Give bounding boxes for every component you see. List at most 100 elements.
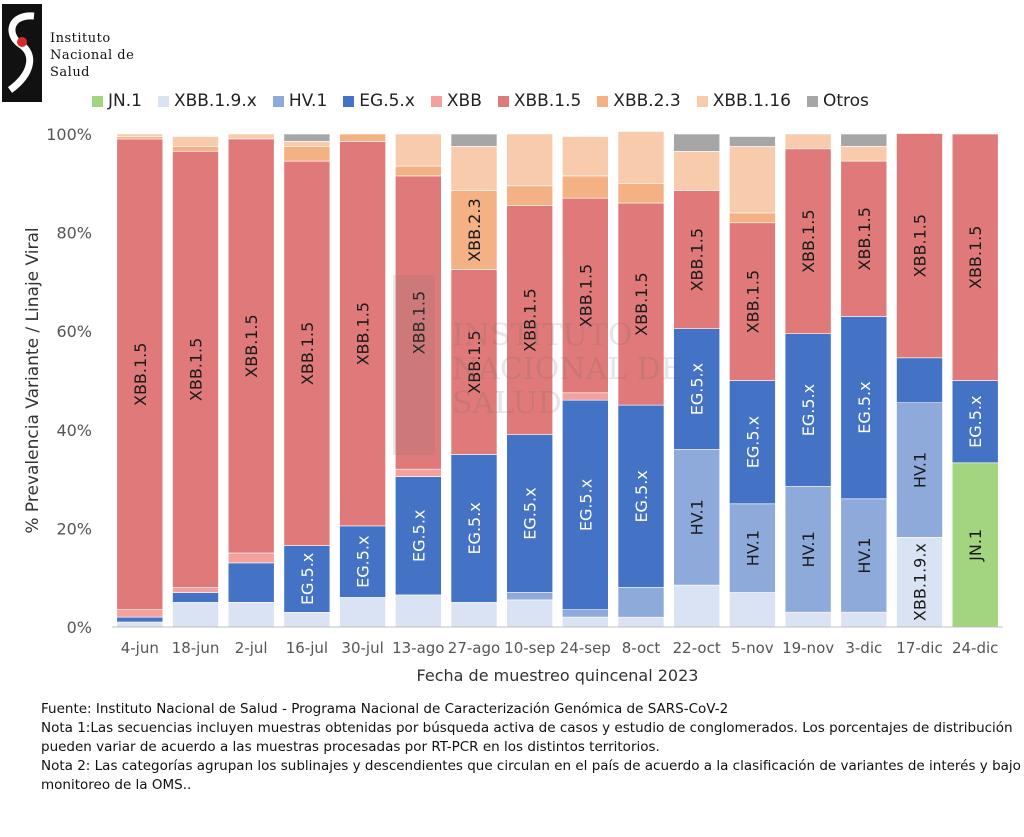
watermark-text: NACIONAL DE — [452, 352, 683, 387]
footnotes: Fuente: Instituto Nacional de Salud - Pr… — [41, 700, 1021, 795]
bar-segment — [840, 146, 888, 162]
x-tick-label: 22-oct — [673, 639, 721, 657]
bar-segment — [394, 133, 442, 167]
bar-segment — [450, 602, 498, 628]
legend-item: XBB.2.3 — [597, 91, 681, 111]
bar-label: XBB.1.5 — [911, 214, 930, 277]
bar-segment — [339, 525, 386, 598]
bar-label: JN.1 — [966, 529, 985, 562]
bar-label: XBB.1.5 — [242, 314, 261, 377]
legend-label: XBB.1.16 — [712, 91, 791, 111]
x-tick-label: 3-dic — [845, 639, 882, 657]
bar-segment — [283, 545, 331, 613]
bar-segment — [506, 205, 554, 435]
bar-segment — [172, 602, 219, 628]
bar-segment — [283, 133, 331, 142]
y-axis-title: % Prevalencia Variante / Linaje Viral — [23, 227, 43, 533]
bar-label: XBB.1.5 — [855, 207, 874, 270]
bar-label: HV.1 — [911, 452, 930, 488]
bar-segment — [227, 552, 275, 564]
x-tick-label: 17-dic — [896, 639, 942, 657]
bar-label: XBB.1.5 — [688, 228, 707, 291]
legend-item: XBB.1.9.x — [157, 91, 257, 111]
x-tick-label: 24-dic — [952, 639, 998, 657]
bar-segment — [561, 197, 609, 394]
bar-segment — [172, 592, 219, 603]
bar-label: XBB.1.5 — [409, 291, 428, 354]
legend-label: JN.1 — [108, 91, 142, 111]
bar-segment — [617, 183, 665, 204]
bar-segment — [896, 402, 943, 538]
bar-segment — [506, 434, 554, 593]
legend-swatch — [430, 95, 442, 107]
legend-label: XBB.1.5 — [513, 91, 582, 111]
bar-segment — [561, 136, 609, 177]
x-tick-label: 18-jun — [172, 639, 220, 657]
x-tick-label: 8-oct — [622, 639, 661, 657]
bar-label: EG.5.x — [465, 502, 484, 554]
bar-segment — [729, 222, 776, 381]
bar-label: XBB.1.5 — [576, 264, 595, 327]
bar-segment — [673, 133, 721, 152]
x-tick-label: 5-nov — [731, 639, 774, 657]
ins-logo — [2, 4, 42, 102]
bar-segment — [394, 165, 442, 177]
legend-item: XBB.1.5 — [497, 91, 582, 111]
legend-label: HV.1 — [288, 91, 328, 111]
bar-label: HV.1 — [743, 530, 762, 566]
bar-segment — [673, 151, 721, 192]
bar-label: EG.5.x — [298, 553, 317, 605]
bar-label: XBB.1.5 — [187, 338, 206, 401]
bar-segment — [283, 611, 331, 628]
legend-swatch — [696, 95, 708, 107]
bar-segment — [784, 148, 832, 334]
bar-segment — [673, 328, 721, 450]
bar-segment — [561, 616, 609, 628]
legend-swatch — [157, 95, 169, 107]
bar-segment — [784, 486, 832, 613]
bar-segment — [561, 609, 609, 618]
bar-label: EG.5.x — [688, 363, 707, 415]
bar-label: EG.5.x — [409, 510, 428, 562]
x-tick-label: 16-jul — [286, 639, 328, 657]
watermark-text: INSTITUTO — [452, 318, 632, 353]
bar-segment — [896, 133, 943, 359]
bar-segment — [394, 468, 442, 477]
x-tick-label: 4-jun — [121, 639, 159, 657]
legend-swatch — [272, 95, 284, 107]
legend-label: XBB — [446, 91, 482, 111]
bar-segment — [172, 587, 219, 593]
bar-segment — [450, 454, 498, 603]
bar-label: HV.1 — [688, 499, 707, 535]
bar-label: EG.5.x — [354, 536, 373, 588]
bar-label: XBB.1.5 — [521, 288, 540, 351]
org-line-1: Instituto — [50, 31, 111, 46]
bar-label: XBB.2.3 — [465, 198, 484, 261]
bar-segment — [561, 392, 609, 401]
bar-label: XBB.1.5 — [632, 272, 651, 335]
bar-label: EG.5.x — [799, 384, 818, 436]
bar-segment — [450, 269, 498, 455]
bar-segment — [673, 584, 721, 628]
bar-segment — [227, 138, 275, 554]
bar-segment — [339, 133, 386, 142]
bar-label: XBB.1.9.x — [911, 543, 930, 621]
bar-segment — [506, 133, 554, 187]
bar-label: XBB.1.5 — [298, 322, 317, 385]
bar-segment — [617, 616, 665, 628]
bar-segment — [840, 611, 888, 628]
bar-segment — [729, 146, 776, 214]
bar-segment — [506, 592, 554, 601]
bar-segment — [227, 602, 275, 628]
legend-swatch — [806, 95, 818, 107]
legend-item: HV.1 — [272, 91, 328, 111]
bar-label: EG.5.x — [576, 479, 595, 531]
bar-segment — [784, 611, 832, 628]
x-tick-label: 27-ago — [448, 639, 500, 657]
bar-segment — [729, 136, 776, 147]
bar-segment — [116, 138, 164, 610]
bar-segment — [617, 587, 665, 618]
bar-segment — [172, 146, 219, 152]
bar-segment — [116, 621, 164, 628]
